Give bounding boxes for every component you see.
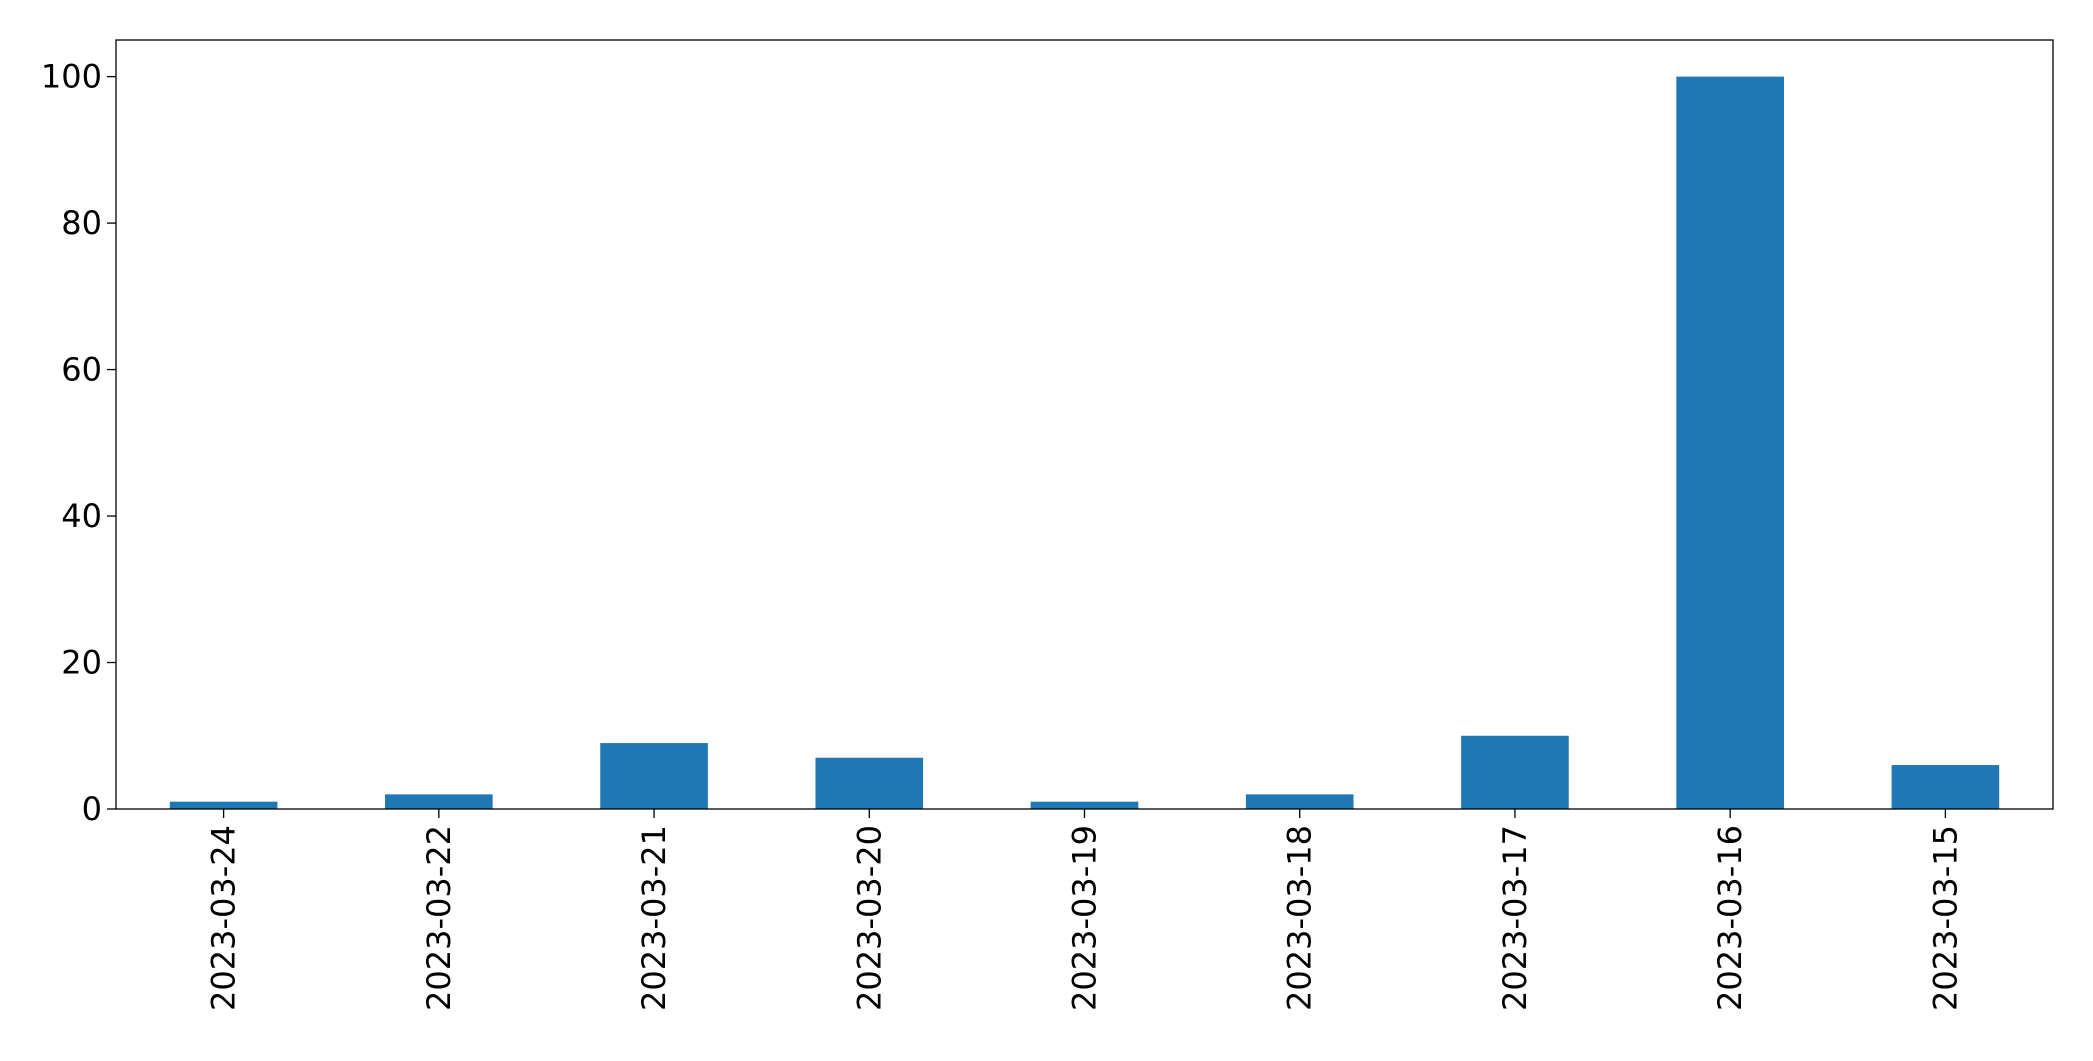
bar (1030, 801, 1139, 809)
plot-frame (115, 39, 2054, 810)
y-tick-label: 0 (82, 790, 102, 828)
x-tick-label: 2023-03-18 (1281, 825, 1319, 1011)
bar (385, 794, 493, 809)
x-tick-label: 2023-03-16 (1711, 825, 1749, 1011)
x-tick-label: 2023-03-15 (1926, 825, 1964, 1011)
bar (1461, 735, 1569, 809)
y-tick-label: 20 (61, 644, 102, 682)
y-tick-label: 40 (61, 497, 102, 535)
y-tick-label: 60 (61, 351, 102, 389)
x-tick-label: 2023-03-19 (1066, 825, 1104, 1011)
x-tick-label: 2023-03-17 (1496, 825, 1534, 1011)
x-tick-label: 2023-03-21 (635, 825, 673, 1011)
bar (1676, 76, 1784, 810)
bar (815, 757, 924, 809)
bar (600, 743, 708, 809)
x-tick-label: 2023-03-24 (205, 825, 243, 1011)
bar (169, 801, 278, 809)
x-tick-label: 2023-03-20 (850, 825, 888, 1011)
bar (1891, 765, 2000, 809)
x-tick-label: 2023-03-22 (420, 825, 458, 1011)
y-tick-label: 100 (41, 58, 102, 96)
y-tick-label: 80 (61, 204, 102, 242)
bar (1245, 794, 1354, 809)
